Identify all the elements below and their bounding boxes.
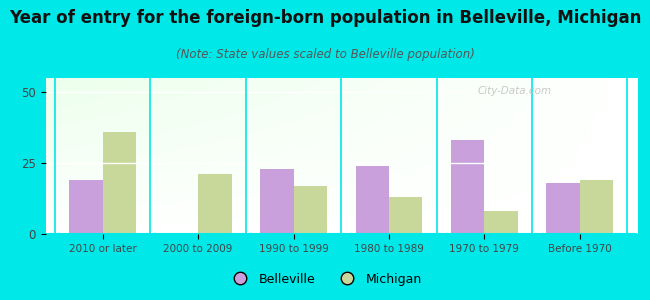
Bar xyxy=(70,180,103,234)
Bar xyxy=(451,140,484,234)
Bar xyxy=(484,211,518,234)
Text: City-Data.com: City-Data.com xyxy=(477,86,551,96)
Bar xyxy=(294,186,327,234)
Bar xyxy=(389,197,422,234)
Bar xyxy=(356,166,389,234)
Bar xyxy=(103,132,136,234)
Bar xyxy=(547,183,580,234)
Legend: Belleville, Michigan: Belleville, Michigan xyxy=(223,268,427,291)
Bar xyxy=(260,169,294,234)
Bar xyxy=(580,180,613,234)
Bar xyxy=(198,174,231,234)
Text: Year of entry for the foreign-born population in Belleville, Michigan: Year of entry for the foreign-born popul… xyxy=(9,9,641,27)
Text: (Note: State values scaled to Belleville population): (Note: State values scaled to Belleville… xyxy=(176,48,474,61)
